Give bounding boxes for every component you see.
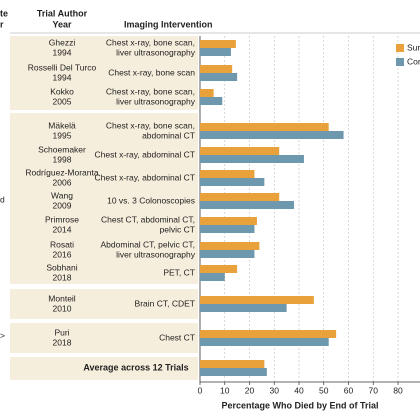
bar <box>200 217 257 225</box>
intervention: Chest x-ray, bone scan <box>108 67 195 77</box>
legend-label: Surv <box>407 42 420 52</box>
year: 2010 <box>53 303 72 313</box>
x-tick-label: 60 <box>344 385 354 395</box>
side-fragment: > <box>0 330 5 340</box>
bar <box>200 170 255 178</box>
x-tick-label: 30 <box>270 385 280 395</box>
bar <box>200 40 236 48</box>
x-tick-label: 70 <box>369 385 379 395</box>
bar <box>200 296 314 304</box>
intervention: Chest x-ray, abdominal CT <box>95 172 195 182</box>
intervention: Chest x-ray, abdominal CT <box>95 149 195 159</box>
year: 1998 <box>53 154 72 164</box>
year: 2009 <box>53 200 72 210</box>
year: 2018 <box>53 272 72 282</box>
x-axis-title: Percentage Who Died by End of Trial <box>221 400 378 410</box>
bar <box>200 48 231 56</box>
bar <box>200 155 304 163</box>
bar <box>200 338 329 346</box>
intervention: Chest x-ray, bone scan, <box>106 120 195 130</box>
bar <box>200 73 238 81</box>
intervention: Chest CT, abdominal CT, <box>101 214 195 224</box>
year: 2006 <box>53 177 72 187</box>
year: 2018 <box>53 337 72 347</box>
intervention: Chest x-ray, bone scan, <box>106 37 195 47</box>
column-header: Year <box>52 19 72 29</box>
bar <box>200 330 337 338</box>
intervention: liver ultrasonography <box>116 249 196 259</box>
author: Kokko <box>50 86 74 96</box>
author: Ghezzi <box>49 37 76 47</box>
header-fragment: r <box>0 19 4 29</box>
intervention: abdominal CT <box>142 130 195 140</box>
bar <box>200 273 225 281</box>
year: 1994 <box>53 47 72 57</box>
author: Schoemaker <box>38 144 86 154</box>
bar <box>200 123 329 131</box>
row-label: Average across 12 Trials <box>83 362 188 372</box>
author: Wang <box>51 190 73 200</box>
author: Monteil <box>48 293 76 303</box>
legend-label: Cont <box>407 56 420 66</box>
intervention: Chest x-ray, bone scan, <box>106 86 195 96</box>
bar <box>200 304 287 312</box>
bar <box>200 193 280 201</box>
intervention: Abdominal CT, pelvic CT, <box>101 239 195 249</box>
column-header: Imaging Intervention <box>124 19 213 29</box>
bar <box>200 265 238 273</box>
year: 2005 <box>53 96 72 106</box>
intervention: liver ultrasonography <box>116 47 196 57</box>
intervention: Brain CT, CDET <box>135 298 195 308</box>
intervention: liver ultrasonography <box>116 96 196 106</box>
bar <box>200 147 280 155</box>
side-fragment: d <box>0 194 5 204</box>
bar <box>200 89 214 97</box>
year: 1994 <box>53 72 72 82</box>
year: 2016 <box>53 249 72 259</box>
author: Mäkelä <box>48 120 76 130</box>
bar <box>200 178 265 186</box>
x-tick-label: 0 <box>198 385 203 395</box>
x-tick-label: 80 <box>393 385 403 395</box>
intervention: PET, CT <box>163 267 195 277</box>
bar <box>200 250 255 258</box>
header-fragment: te <box>0 8 8 18</box>
legend-swatch <box>396 58 404 66</box>
bar <box>200 201 295 209</box>
bar <box>200 225 255 233</box>
x-tick-label: 50 <box>319 385 329 395</box>
bar <box>200 97 223 105</box>
intervention: 10 vs. 3 Colonoscopies <box>107 195 195 205</box>
bar <box>200 65 233 73</box>
intervention: pelvic CT <box>160 224 195 234</box>
year: 2014 <box>53 224 72 234</box>
author: Puri <box>54 327 69 337</box>
author: Primrose <box>45 214 79 224</box>
author: Rosselli Del Turco <box>28 62 97 72</box>
column-header: Trial Author <box>37 8 88 18</box>
x-tick-label: 20 <box>245 385 255 395</box>
bar <box>200 131 344 139</box>
x-tick-label: 40 <box>294 385 304 395</box>
author: Sobhani <box>46 262 77 272</box>
x-tick-label: 10 <box>220 385 230 395</box>
year: 1995 <box>53 130 72 140</box>
legend-swatch <box>396 44 404 52</box>
bar <box>200 368 267 376</box>
author: Rosati <box>50 239 74 249</box>
bar <box>200 242 260 250</box>
intervention: Chest CT <box>159 332 195 342</box>
author: Rodríguez-Moranta <box>25 167 99 177</box>
bar <box>200 360 265 368</box>
